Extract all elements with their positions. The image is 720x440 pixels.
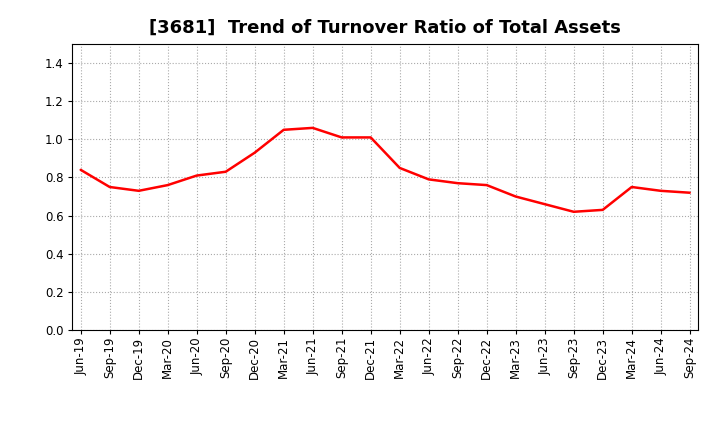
Title: [3681]  Trend of Turnover Ratio of Total Assets: [3681] Trend of Turnover Ratio of Total … <box>149 19 621 37</box>
